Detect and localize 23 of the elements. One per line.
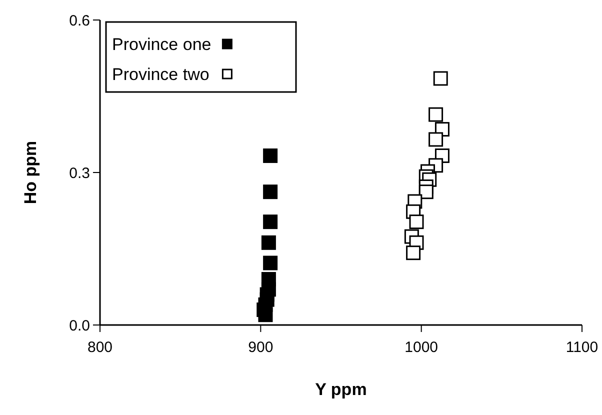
point (263, 148, 278, 163)
point (418, 184, 434, 200)
point (263, 256, 278, 270)
point (428, 132, 444, 147)
x-tick-label: 800 (87, 339, 113, 356)
y-tick-label: 0.0 (69, 317, 90, 334)
x-tick-label: 900 (248, 339, 274, 356)
point (263, 214, 278, 230)
y-tick-label: 0.3 (69, 164, 90, 182)
x-tick-label: 1000 (404, 339, 438, 356)
point (263, 184, 278, 200)
point (428, 107, 444, 122)
point (409, 214, 424, 230)
y-tick-label: 0.6 (69, 12, 90, 30)
x-tick-label: 1100 (566, 339, 598, 356)
x-axis-title: Y ppm (315, 380, 367, 399)
point (433, 71, 448, 86)
y-axis-title: Ho ppm (21, 140, 40, 204)
point (261, 235, 276, 250)
legend-label: Province two (112, 64, 210, 84)
legend-label: Province one (112, 34, 212, 54)
point (258, 308, 273, 322)
point (406, 246, 421, 260)
